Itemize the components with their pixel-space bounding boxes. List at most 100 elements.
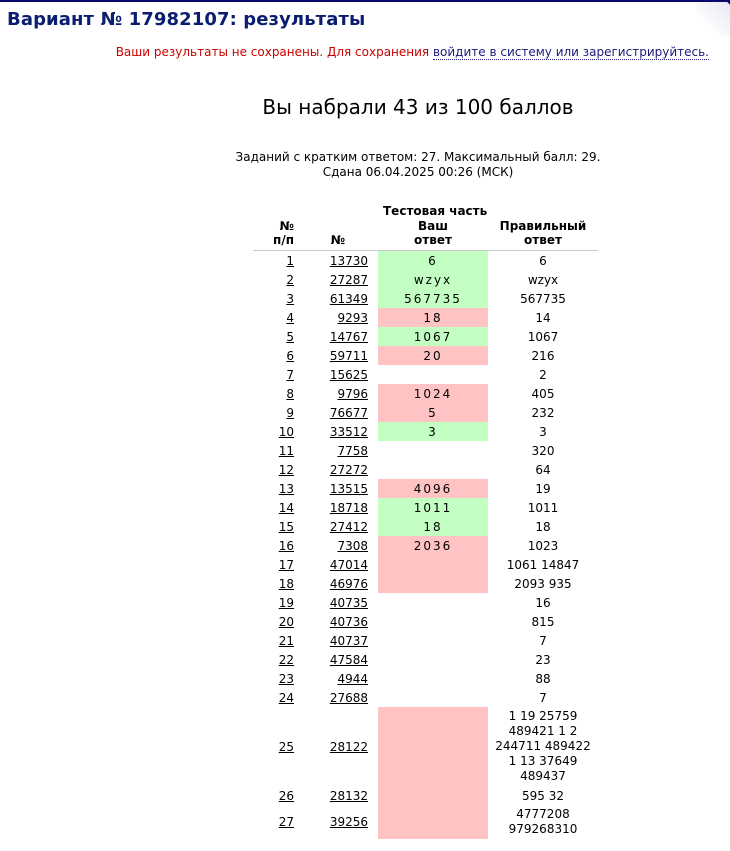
row-number-link[interactable]: 12 (278, 462, 294, 477)
your-answer-cell: 18 (378, 517, 488, 536)
row-number-link[interactable]: 17 (278, 557, 294, 572)
col-header-your-answer: Ваш ответ (378, 219, 488, 251)
task-id-link[interactable]: 59711 (329, 348, 368, 363)
task-id-link[interactable]: 27688 (329, 690, 368, 705)
task-id-link[interactable]: 9796 (337, 386, 368, 401)
row-number-link[interactable]: 11 (278, 443, 294, 458)
row-number-link[interactable]: 19 (278, 595, 294, 610)
row-number-link[interactable]: 8 (286, 386, 294, 401)
task-id: 46976 (298, 574, 378, 593)
correct-answer-cell: 2093 935 (514, 576, 572, 591)
correct-answer-cell: 595 32 (522, 788, 564, 803)
your-answer-cell (378, 441, 488, 460)
task-id: 27272 (298, 460, 378, 479)
task-id-link[interactable]: 7308 (337, 538, 368, 553)
table-row: 3 61349 567735 567735 (253, 289, 598, 308)
results-body: 1 13730 6 6 2 27287 wzyx wzyx 3 61349 567735 567735… (253, 250, 598, 839)
task-id-link[interactable]: 39256 (329, 815, 368, 829)
task-id-link[interactable]: 14767 (329, 329, 368, 344)
task-id: 28122 (298, 707, 378, 786)
task-id-link[interactable]: 40737 (329, 633, 368, 648)
correct-answer-cell: 16 (535, 595, 551, 610)
row-number-link[interactable]: 22 (278, 652, 294, 667)
task-id: 76677 (298, 403, 378, 422)
task-id-link[interactable]: 15625 (329, 367, 368, 382)
row-number-link[interactable]: 1 (286, 253, 294, 268)
task-id-link[interactable]: 4944 (337, 671, 368, 686)
row-number-link[interactable]: 5 (286, 329, 294, 344)
row-number-link[interactable]: 9 (286, 405, 294, 420)
row-number: 25 (253, 707, 298, 786)
row-number-link[interactable]: 6 (286, 348, 294, 363)
table-row: 2 27287 wzyx wzyx (253, 270, 598, 289)
task-id-link[interactable]: 7758 (337, 443, 368, 458)
row-number-link[interactable]: 7 (286, 367, 294, 382)
task-id-link[interactable]: 28122 (329, 739, 368, 754)
your-answer-cell: 1011 (378, 498, 488, 517)
row-number-link[interactable]: 25 (278, 739, 294, 754)
row-number-link[interactable]: 20 (278, 614, 294, 629)
task-id-link[interactable]: 27272 (329, 462, 368, 477)
page-title: Вариант № 17982107: результаты (7, 9, 366, 30)
correct-answer-cell: 64 (535, 462, 551, 477)
test-part-header: Тестовая часть (383, 204, 488, 218)
task-id: 47584 (298, 650, 378, 669)
correct-answer-cell: 88 (535, 671, 551, 686)
table-row: 5 14767 1067 1067 (253, 327, 598, 346)
row-number-link[interactable]: 23 (278, 671, 294, 686)
task-id-link[interactable]: 28132 (329, 788, 368, 803)
row-number-link[interactable]: 18 (278, 576, 294, 591)
row-number: 10 (253, 422, 298, 441)
row-number-link[interactable]: 3 (286, 291, 294, 306)
row-number: 26 (253, 786, 298, 805)
row-number: 11 (253, 441, 298, 460)
info-tasks-line: Заданий с кратким ответом: 27. Максималь… (235, 150, 601, 164)
row-number: 8 (253, 384, 298, 403)
row-number-link[interactable]: 24 (278, 690, 294, 705)
row-number: 13 (253, 479, 298, 498)
task-id-link[interactable]: 33512 (329, 424, 368, 439)
row-number-link[interactable]: 13 (278, 481, 294, 496)
your-answer-cell (378, 707, 488, 786)
task-id-link[interactable]: 46976 (329, 576, 368, 591)
row-number: 1 (253, 251, 298, 271)
your-answer-cell (378, 786, 488, 805)
row-number-link[interactable]: 15 (278, 519, 294, 534)
row-number-link[interactable]: 14 (278, 500, 294, 515)
task-id: 40735 (298, 593, 378, 612)
row-number: 14 (253, 498, 298, 517)
task-id-link[interactable]: 76677 (329, 405, 368, 420)
login-register-link[interactable]: войдите в систему или зарегистрируйтесь. (432, 45, 709, 60)
task-id-link[interactable]: 27412 (329, 519, 368, 534)
row-number-link[interactable]: 2 (286, 272, 294, 287)
task-id-link[interactable]: 40735 (329, 595, 368, 610)
correct-answer-cell: 1011 (527, 500, 559, 515)
task-id-link[interactable]: 13515 (329, 481, 368, 496)
task-id: 39256 (298, 805, 378, 839)
correct-answer-cell: 7 (539, 690, 547, 705)
row-number-link[interactable]: 26 (278, 788, 294, 803)
row-number: 21 (253, 631, 298, 650)
task-id-link[interactable]: 13730 (329, 253, 368, 268)
task-id-link[interactable]: 47014 (329, 557, 368, 572)
row-number-link[interactable]: 10 (278, 424, 294, 439)
correct-answer-cell: 4777208 979268310 (508, 807, 578, 836)
task-id-link[interactable]: 61349 (329, 291, 368, 306)
task-id: 61349 (298, 289, 378, 308)
correct-answer-cell: 567735 (520, 291, 566, 306)
row-number-link[interactable]: 21 (278, 633, 294, 648)
task-id: 13730 (298, 251, 378, 271)
your-answer-cell (378, 574, 488, 593)
table-row: 9 76677 5 232 (253, 403, 598, 422)
table-row: 12 27272 64 (253, 460, 598, 479)
row-number-link[interactable]: 27 (278, 815, 294, 829)
task-id-link[interactable]: 40736 (329, 614, 368, 629)
correct-answer-cell: 1067 (527, 329, 559, 344)
task-id-link[interactable]: 9293 (337, 310, 368, 325)
table-row: 16 7308 2036 1023 (253, 536, 598, 555)
task-id-link[interactable]: 27287 (329, 272, 368, 287)
row-number-link[interactable]: 16 (278, 538, 294, 553)
task-id-link[interactable]: 18718 (329, 500, 368, 515)
task-id-link[interactable]: 47584 (329, 652, 368, 667)
row-number-link[interactable]: 4 (286, 310, 294, 325)
